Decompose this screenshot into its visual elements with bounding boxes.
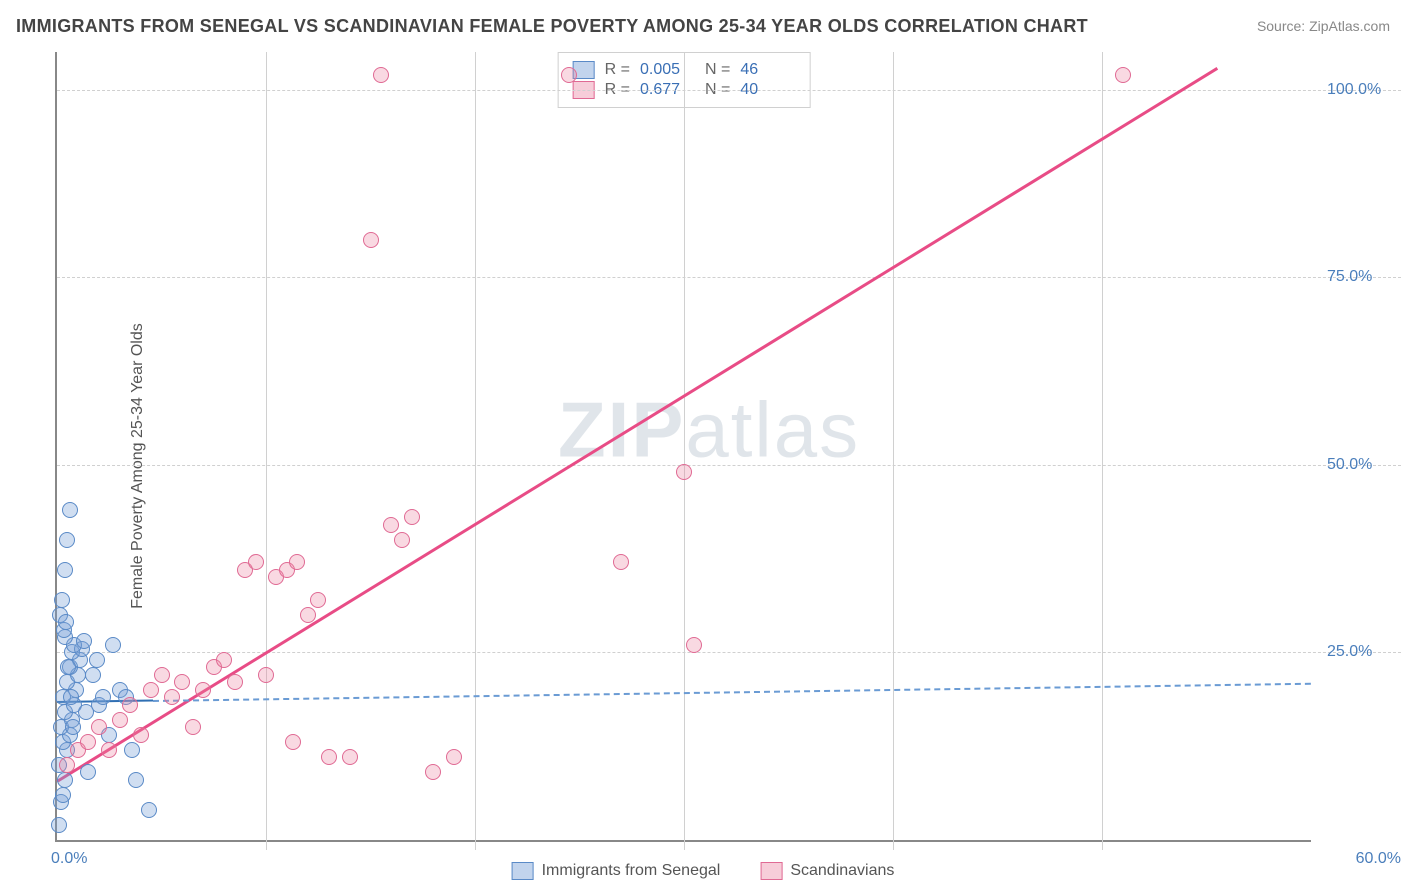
chart-source: Source: ZipAtlas.com [1257,18,1390,34]
data-point [195,682,211,698]
data-point [112,712,128,728]
data-point [310,592,326,608]
chart-title: IMMIGRANTS FROM SENEGAL VS SCANDINAVIAN … [16,16,1088,37]
data-point [89,652,105,668]
data-point [185,719,201,735]
data-point [561,67,577,83]
gridline-v [893,52,894,850]
data-point [174,674,190,690]
data-point [95,689,111,705]
scatter-plot: ZIPatlas R = 0.005 N = 46 R = 0.677 N = … [55,52,1311,842]
y-tick-label: 75.0% [1327,268,1372,286]
data-point [80,734,96,750]
data-point [51,817,67,833]
data-point [1115,67,1131,83]
x-tick-max: 60.0% [1356,850,1401,868]
gridline-h [57,652,1401,653]
data-point [248,554,264,570]
data-point [216,652,232,668]
legend-item-label: Immigrants from Senegal [542,862,721,880]
watermark-light: atlas [685,386,860,474]
data-point [59,757,75,773]
data-point [101,742,117,758]
data-point [76,633,92,649]
trend-line [153,682,1311,701]
legend-r-value: 0.005 [640,61,695,79]
gridline-v [475,52,476,850]
gridline-v [1102,52,1103,850]
data-point [258,667,274,683]
data-point [613,554,629,570]
data-point [300,607,316,623]
chart-header: IMMIGRANTS FROM SENEGAL VS SCANDINAVIAN … [16,12,1390,40]
data-point [105,637,121,653]
data-point [60,659,76,675]
data-point [394,532,410,548]
data-point [80,764,96,780]
y-tick-label: 100.0% [1327,81,1381,99]
legend-n-label: N = [705,61,730,79]
data-point [141,802,157,818]
data-point [285,734,301,750]
data-point [686,637,702,653]
data-point [124,742,140,758]
legend-item: Scandinavians [760,862,894,880]
data-point [63,689,79,705]
gridline-v [684,52,685,850]
data-point [446,749,462,765]
swatch-icon [760,862,782,880]
data-point [404,509,420,525]
data-point [342,749,358,765]
legend-n-value: 46 [740,61,795,79]
gridline-h [57,90,1401,91]
y-tick-label: 25.0% [1327,643,1372,661]
data-point [122,697,138,713]
data-point [321,749,337,765]
data-point [65,719,81,735]
data-point [62,502,78,518]
data-point [227,674,243,690]
data-point [57,772,73,788]
data-point [143,682,159,698]
data-point [289,554,305,570]
data-point [133,727,149,743]
data-point [154,667,170,683]
data-point [54,592,70,608]
data-point [373,67,389,83]
data-point [383,517,399,533]
data-point [55,787,71,803]
data-point [58,614,74,630]
legend-r-label: R = [605,61,630,79]
data-point [425,764,441,780]
data-point [128,772,144,788]
data-point [363,232,379,248]
y-tick-label: 50.0% [1327,456,1372,474]
plot-wrap: Female Poverty Among 25-34 Year Olds ZIP… [0,40,1406,892]
data-point [59,532,75,548]
data-point [164,689,180,705]
data-point [85,667,101,683]
data-point [676,464,692,480]
data-point [57,562,73,578]
legend-series: Immigrants from Senegal Scandinavians [512,862,895,880]
gridline-h [57,465,1401,466]
gridline-v [266,52,267,850]
legend-item-label: Scandinavians [790,862,894,880]
swatch-icon [512,862,534,880]
watermark: ZIPatlas [558,385,860,476]
x-tick-origin: 0.0% [51,850,87,868]
gridline-h [57,277,1401,278]
data-point [91,719,107,735]
legend-item: Immigrants from Senegal [512,862,721,880]
